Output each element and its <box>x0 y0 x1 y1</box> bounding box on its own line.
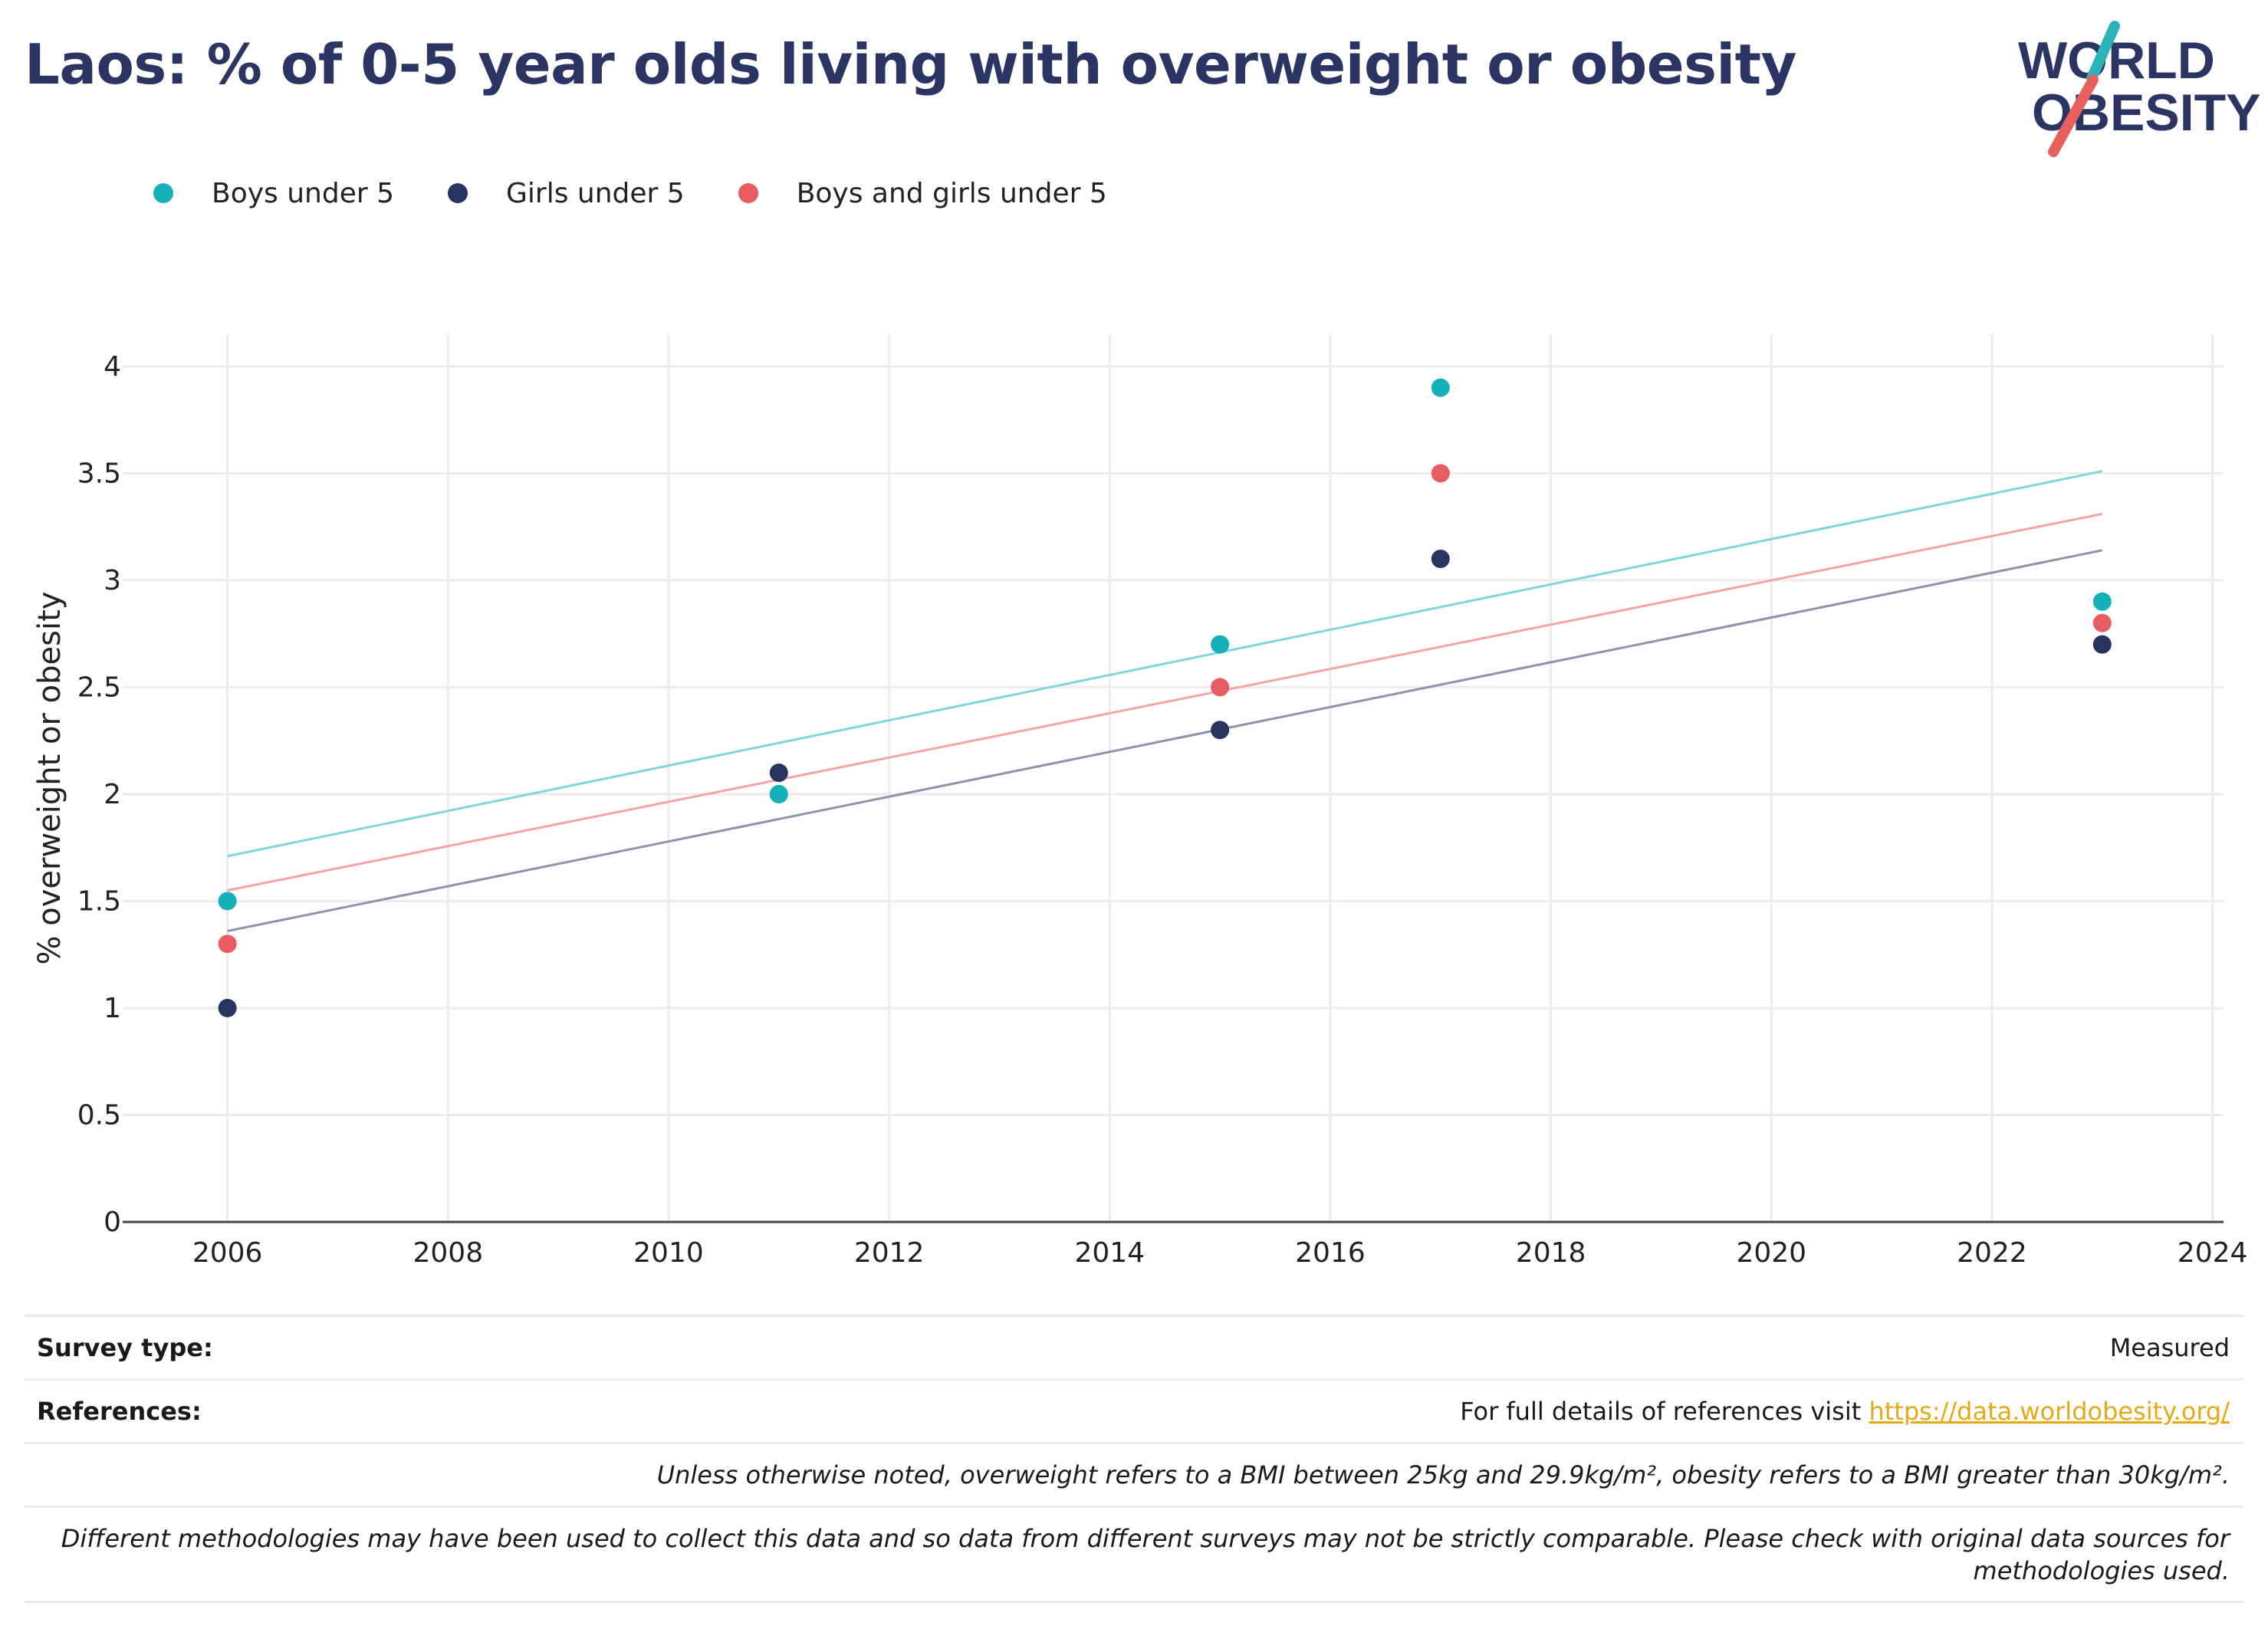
footer-row-survey: Survey type: Measured <box>25 1315 2243 1378</box>
trend-line <box>227 470 2103 858</box>
methodology-note-line2: methodologies used. <box>1973 1555 2230 1585</box>
data-point <box>1431 549 1450 568</box>
legend-label-boys: Boys under 5 <box>212 177 395 209</box>
data-point <box>1211 678 1230 697</box>
methodology-note: Different methodologies may have been us… <box>37 1522 2230 1587</box>
data-point <box>1431 378 1450 397</box>
methodology-note-line1: Different methodologies may have been us… <box>61 1523 2230 1553</box>
legend-label-girls: Girls under 5 <box>506 177 685 209</box>
logo-text-world: WORLD <box>2018 31 2215 90</box>
references-label: References: <box>37 1397 202 1426</box>
references-text: For full details of references visit htt… <box>1460 1397 2230 1426</box>
survey-type-value: Measured <box>2109 1333 2230 1362</box>
scatter-chart: 2006 2008 2010 2012 2014 2016 2018 2020 2022 2024… <box>32 334 2248 1269</box>
y-tick-label: 0 <box>104 1207 121 1238</box>
y-tick-label: 2.5 <box>77 672 121 703</box>
footer-row-definition: Unless otherwise noted, overweight refer… <box>25 1442 2243 1506</box>
trend-line <box>227 512 2103 892</box>
data-point <box>218 998 237 1017</box>
data-point <box>1431 464 1450 483</box>
y-tick-label: 3 <box>104 565 121 596</box>
legend-marker-boys <box>153 183 173 203</box>
x-tick-label: 2022 <box>1957 1237 2027 1269</box>
data-point <box>1211 635 1230 654</box>
x-tick-label: 2008 <box>413 1237 483 1269</box>
x-tick-label: 2016 <box>1295 1237 1366 1269</box>
data-point <box>1211 721 1230 740</box>
data-point <box>2092 592 2112 611</box>
logo-slash-red <box>2048 74 2099 157</box>
legend-label-all: Boys and girls under 5 <box>796 177 1107 209</box>
y-tick-label: 0.5 <box>77 1099 121 1131</box>
data-point <box>218 934 237 954</box>
y-tick-label: 1.5 <box>77 885 121 917</box>
y-tick-label: 2 <box>104 779 121 810</box>
x-tick-label: 2010 <box>633 1237 704 1269</box>
world-obesity-logo: WORLD OBESITY <box>2018 21 2261 157</box>
legend-marker-all <box>738 183 758 203</box>
legend-item-all[interactable]: Boys and girls under 5 <box>738 178 1107 209</box>
legend-item-girls[interactable]: Girls under 5 <box>448 178 685 209</box>
x-tick-label: 2018 <box>1516 1237 1586 1269</box>
chart-footer: Survey type: Measured References: For fu… <box>25 1315 2243 1603</box>
data-point <box>769 764 788 783</box>
x-tick-label: 2012 <box>854 1237 925 1269</box>
trend-line <box>227 549 2103 932</box>
x-tick-label: 2024 <box>2178 1237 2248 1269</box>
x-tick-label: 2014 <box>1074 1237 1145 1269</box>
x-tick-label: 2006 <box>192 1237 263 1269</box>
data-point <box>769 784 788 803</box>
chart-legend: Boys under 5 Girls under 5 Boys and girl… <box>153 172 1161 215</box>
data-point <box>2092 613 2112 632</box>
y-axis-title: % overweight or obesity <box>32 592 67 965</box>
data-point <box>2092 635 2112 654</box>
definition-note: Unless otherwise noted, overweight refer… <box>656 1460 2230 1490</box>
y-tick-label: 3.5 <box>77 458 121 489</box>
y-tick-label: 1 <box>104 993 121 1024</box>
chart-title: Laos: % of 0-5 year olds living with ove… <box>25 32 1796 97</box>
survey-type-label: Survey type: <box>37 1333 213 1362</box>
legend-item-boys[interactable]: Boys under 5 <box>153 178 394 209</box>
footer-row-references: References: For full details of referenc… <box>25 1378 2243 1442</box>
footer-row-methodology: Different methodologies may have been us… <box>25 1506 2243 1603</box>
x-tick-label: 2020 <box>1736 1237 1806 1269</box>
logo-slash-teal <box>2086 21 2120 84</box>
data-point <box>218 892 237 911</box>
references-intro: For full details of references visit <box>1460 1397 1869 1426</box>
references-link[interactable]: https://data.worldobesity.org/ <box>1869 1397 2230 1426</box>
y-tick-label: 4 <box>104 351 121 383</box>
legend-marker-girls <box>448 183 468 203</box>
